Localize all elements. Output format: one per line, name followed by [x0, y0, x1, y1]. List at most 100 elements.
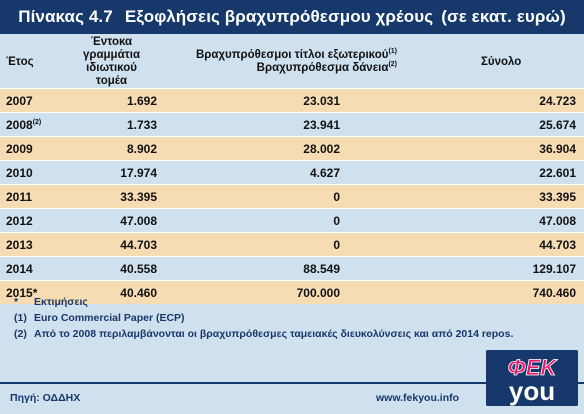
cell-tbills: 1.733 — [64, 112, 159, 137]
table-row: 2014 40.558 88.549 129.107 — [0, 256, 584, 281]
cell-total: 25.674 — [413, 112, 584, 137]
cell-total-value: 740.460 — [532, 285, 576, 300]
cell-tbills: 17.974 — [64, 160, 159, 185]
cell-tbills-value: 8.902 — [126, 141, 157, 156]
cell-total: 22.601 — [413, 160, 584, 185]
cell-foreign-value: 0 — [333, 237, 340, 252]
cell-total: 33.395 — [413, 184, 584, 209]
cell-total: 44.703 — [413, 232, 584, 257]
cell-foreign: 88.549 — [159, 256, 413, 281]
cell-tbills: 8.902 — [64, 136, 159, 161]
footnote-mark: (2) — [14, 328, 27, 340]
cell-year: 2013 — [0, 232, 64, 257]
footnote-mark: * — [14, 296, 19, 308]
cell-total: 36.904 — [413, 136, 584, 161]
cell-tbills: 44.703 — [64, 232, 159, 257]
header-year: Έτος — [0, 36, 64, 89]
cell-total: 47.008 — [413, 208, 584, 233]
cell-foreign-value: 700.000 — [296, 285, 340, 300]
cell-tbills-value: 40.558 — [120, 261, 157, 276]
cell-tbills-value: 40.460 — [120, 285, 157, 300]
header-tbills-line1: Έντοκα γραμμάτια — [82, 36, 141, 61]
year-footnote-ref: (2) — [32, 118, 42, 126]
cell-total-value: 44.703 — [539, 237, 576, 252]
cell-total-value: 129.107 — [532, 261, 576, 276]
table-number: Πίνακας 4.7 — [18, 7, 113, 26]
table-row: 2008(2) 1.733 23.941 25.674 — [0, 112, 584, 137]
footer-divider — [0, 382, 584, 384]
cell-foreign-value: 23.031 — [303, 93, 340, 108]
cell-total-value: 25.674 — [539, 117, 576, 132]
cell-foreign-value: 0 — [333, 213, 340, 228]
footnote-estimates: * Εκτιμήσεις — [14, 294, 513, 310]
cell-year-value: 2008 — [6, 117, 33, 132]
header-foreign-line1: Βραχυπρόθεσμοι τίτλοι εξωτερικού — [195, 49, 389, 61]
cell-total-value: 47.008 — [539, 213, 576, 228]
table-body: 2007 1.692 23.031 24.723 2008(2) 1.733 23.941 2… — [0, 88, 584, 304]
cell-foreign-value: 88.549 — [303, 261, 340, 276]
table-unit: (σε εκατ. ευρώ) — [441, 7, 566, 26]
table-row: 2013 44.703 0 44.703 — [0, 232, 584, 257]
cell-foreign: 0 — [159, 232, 413, 257]
footnote-text: Euro Commercial Paper (ECP) — [34, 312, 185, 324]
debt-repayment-table: Έτος Έντοκα γραμμάτια ιδιωτικού τομέα Βρ… — [0, 36, 584, 304]
cell-tbills-value: 33.395 — [120, 189, 157, 204]
cell-total-value: 22.601 — [539, 165, 576, 180]
table-row: 2007 1.692 23.031 24.723 — [0, 88, 584, 113]
cell-year: 2012 — [0, 208, 64, 233]
header-foreign: Βραχυπρόθεσμοι τίτλοι εξωτερικού(1) Βραχ… — [159, 36, 413, 89]
cell-foreign-value: 4.627 — [309, 165, 340, 180]
cell-tbills: 1.692 — [64, 88, 159, 113]
table-title: Πίνακας 4.7 Εξοφλήσεις βραχυπρόθεσμου χρ… — [0, 0, 584, 34]
cell-year: 2007 — [0, 88, 64, 113]
cell-foreign: 0 — [159, 184, 413, 209]
fekyou-logo: ΦΕΚ you — [486, 350, 578, 406]
cell-total-value: 36.904 — [539, 141, 576, 156]
cell-year-value: 2007 — [6, 93, 33, 108]
cell-tbills-value: 1.733 — [126, 117, 157, 132]
footnote-repos: (2) Από το 2008 περιλαμβάνονται οι βραχυ… — [14, 326, 513, 342]
cell-foreign: 23.941 — [159, 112, 413, 137]
logo-line2: you — [509, 376, 555, 406]
cell-year: 2010 — [0, 160, 64, 185]
cell-year: 2014 — [0, 256, 64, 281]
header-foreign-line2-sup: (2) — [388, 61, 397, 69]
cell-tbills: 40.460 — [64, 280, 159, 304]
cell-tbills: 40.558 — [64, 256, 159, 281]
cell-tbills-value: 1.692 — [126, 93, 157, 108]
cell-foreign: 4.627 — [159, 160, 413, 185]
cell-foreign-value: 23.941 — [303, 117, 340, 132]
cell-year: 2011 — [0, 184, 64, 209]
cell-year-value: 2010 — [6, 165, 33, 180]
cell-year: 2009 — [0, 136, 64, 161]
cell-foreign-value: 28.002 — [303, 141, 340, 156]
table-title-text: Εξοφλήσεις βραχυπρόθεσμου χρέους — [124, 7, 434, 26]
footnote-mark: (1) — [14, 312, 27, 324]
cell-foreign: 0 — [159, 208, 413, 233]
table-header-row: Έτος Έντοκα γραμμάτια ιδιωτικού τομέα Βρ… — [0, 36, 584, 89]
cell-year-value: 2009 — [6, 141, 33, 156]
cell-year-value: 2011 — [6, 189, 33, 204]
cell-foreign-value: 0 — [333, 189, 340, 204]
cell-total: 129.107 — [413, 256, 584, 281]
footnotes: * Εκτιμήσεις (1) Euro Commercial Paper (… — [14, 294, 513, 342]
cell-foreign: 700.000 — [159, 280, 413, 304]
logo-line1: ΦΕΚ — [508, 355, 559, 380]
website-link[interactable]: www.fekyou.info — [376, 392, 460, 404]
cell-tbills: 33.395 — [64, 184, 159, 209]
cell-year-value: 2014 — [6, 261, 33, 276]
table-row: 2009 8.902 28.002 36.904 — [0, 136, 584, 161]
cell-foreign: 28.002 — [159, 136, 413, 161]
cell-tbills-value: 17.974 — [120, 165, 157, 180]
footnote-ecp: (1) Euro Commercial Paper (ECP) — [14, 310, 513, 326]
cell-total-value: 33.395 — [539, 189, 576, 204]
header-foreign-line2: Βραχυπρόθεσμα δάνεια — [256, 62, 389, 74]
footnote-text: Από το 2008 περιλαμβάνονται οι βραχυπρόθ… — [34, 328, 514, 340]
table-row: 2010 17.974 4.627 22.601 — [0, 160, 584, 185]
header-total: Σύνολο — [413, 36, 584, 89]
table-row: 2015* 40.460 700.000 740.460 — [0, 280, 584, 304]
cell-tbills-value: 44.703 — [120, 237, 157, 252]
cell-year: 2015* — [0, 280, 64, 304]
cell-year-value: 2012 — [6, 213, 33, 228]
cell-year: 2008(2) — [0, 112, 64, 137]
